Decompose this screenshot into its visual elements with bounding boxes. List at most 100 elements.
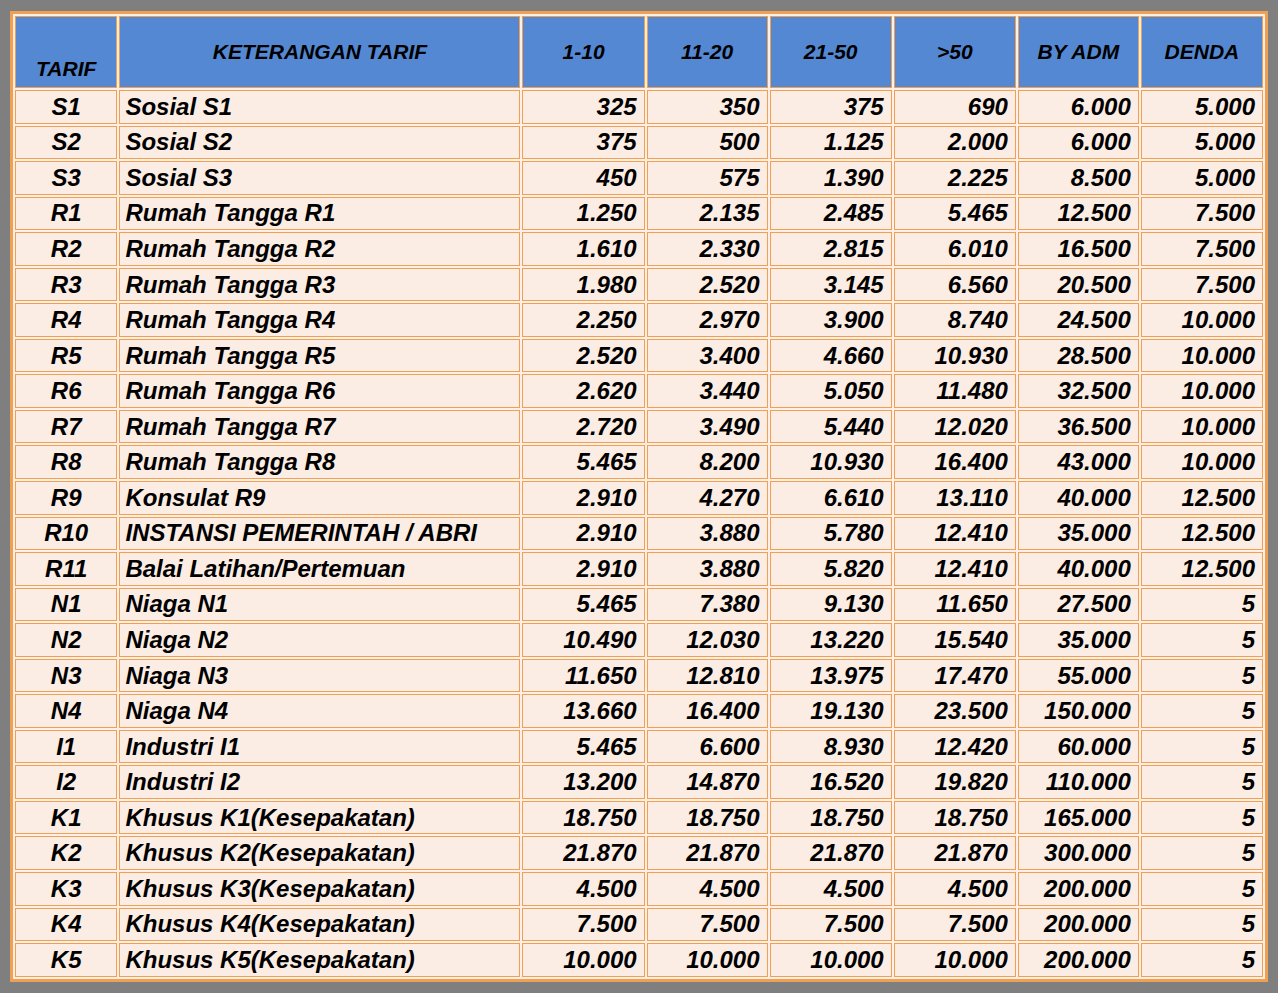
cell-blok-11-20: 7.380	[647, 588, 768, 622]
cell-blok-11-20: 500	[647, 126, 768, 160]
cell-denda: 5	[1141, 943, 1263, 977]
table-body: S1Sosial S13253503756906.0005.000S2Sosia…	[15, 90, 1263, 977]
cell-blok-1-10: 21.870	[522, 836, 644, 870]
cell-denda: 5	[1141, 694, 1263, 728]
cell-denda: 5	[1141, 872, 1263, 906]
table-row: R9Konsulat R92.9104.2706.61013.11040.000…	[15, 481, 1263, 515]
cell-tarif-code: N2	[15, 623, 117, 657]
cell-tarif-code: R1	[15, 197, 117, 231]
cell-blok-11-20: 3.490	[647, 410, 768, 444]
cell-denda: 7.500	[1141, 268, 1263, 302]
cell-blok-11-20: 10.000	[647, 943, 768, 977]
table-row: R7Rumah Tangga R72.7203.4905.44012.02036…	[15, 410, 1263, 444]
cell-tarif-code: S1	[15, 90, 117, 124]
cell-blok-1-10: 10.000	[522, 943, 644, 977]
cell-by-adm: 20.500	[1018, 268, 1139, 302]
cell-keterangan: Rumah Tangga R2	[119, 232, 520, 266]
cell-denda: 10.000	[1141, 374, 1263, 408]
cell-blok-11-20: 14.870	[647, 765, 768, 799]
cell-blok-gt50: 17.470	[894, 659, 1016, 693]
cell-by-adm: 16.500	[1018, 232, 1139, 266]
cell-tarif-code: R4	[15, 303, 117, 337]
cell-denda: 10.000	[1141, 303, 1263, 337]
cell-blok-21-50: 13.220	[770, 623, 892, 657]
cell-blok-1-10: 2.620	[522, 374, 644, 408]
cell-blok-1-10: 5.465	[522, 445, 644, 479]
cell-keterangan: Rumah Tangga R7	[119, 410, 520, 444]
cell-by-adm: 6.000	[1018, 126, 1139, 160]
table-row: S2Sosial S23755001.1252.0006.0005.000	[15, 126, 1263, 160]
cell-blok-21-50: 21.870	[770, 836, 892, 870]
cell-tarif-code: R6	[15, 374, 117, 408]
table-row: K4Khusus K4(Kesepakatan)7.5007.5007.5007…	[15, 908, 1263, 942]
table-row: S1Sosial S13253503756906.0005.000	[15, 90, 1263, 124]
cell-by-adm: 12.500	[1018, 197, 1139, 231]
cell-blok-21-50: 5.780	[770, 517, 892, 551]
cell-denda: 5.000	[1141, 126, 1263, 160]
table-header: TARIF KETERANGAN TARIF 1-10 11-20 21-50 …	[15, 16, 1263, 88]
cell-tarif-code: R8	[15, 445, 117, 479]
cell-keterangan: Industri I2	[119, 765, 520, 799]
cell-keterangan: Niaga N2	[119, 623, 520, 657]
cell-denda: 5	[1141, 765, 1263, 799]
cell-blok-1-10: 1.980	[522, 268, 644, 302]
table-row: R5Rumah Tangga R52.5203.4004.66010.93028…	[15, 339, 1263, 373]
cell-denda: 7.500	[1141, 197, 1263, 231]
cell-keterangan: Sosial S2	[119, 126, 520, 160]
table-row: N4Niaga N413.66016.40019.13023.500150.00…	[15, 694, 1263, 728]
cell-blok-gt50: 6.560	[894, 268, 1016, 302]
cell-blok-21-50: 4.660	[770, 339, 892, 373]
cell-blok-11-20: 6.600	[647, 730, 768, 764]
cell-denda: 5	[1141, 730, 1263, 764]
cell-blok-gt50: 7.500	[894, 908, 1016, 942]
cell-blok-11-20: 2.135	[647, 197, 768, 231]
cell-blok-gt50: 2.225	[894, 161, 1016, 195]
cell-keterangan: Khusus K2(Kesepakatan)	[119, 836, 520, 870]
cell-tarif-code: S3	[15, 161, 117, 195]
cell-blok-gt50: 11.650	[894, 588, 1016, 622]
cell-tarif-code: N1	[15, 588, 117, 622]
cell-blok-1-10: 2.720	[522, 410, 644, 444]
cell-blok-21-50: 5.820	[770, 552, 892, 586]
cell-by-adm: 200.000	[1018, 872, 1139, 906]
cell-keterangan: Industri I1	[119, 730, 520, 764]
cell-tarif-code: K2	[15, 836, 117, 870]
cell-tarif-code: K4	[15, 908, 117, 942]
cell-blok-21-50: 2.485	[770, 197, 892, 231]
cell-by-adm: 200.000	[1018, 943, 1139, 977]
cell-blok-11-20: 575	[647, 161, 768, 195]
cell-denda: 5	[1141, 659, 1263, 693]
table-row: I2Industri I213.20014.87016.52019.820110…	[15, 765, 1263, 799]
cell-tarif-code: I2	[15, 765, 117, 799]
cell-blok-gt50: 12.020	[894, 410, 1016, 444]
cell-blok-21-50: 9.130	[770, 588, 892, 622]
column-header-1-10: 1-10	[522, 16, 644, 88]
cell-by-adm: 40.000	[1018, 552, 1139, 586]
cell-tarif-code: I1	[15, 730, 117, 764]
cell-denda: 5.000	[1141, 90, 1263, 124]
cell-denda: 5.000	[1141, 161, 1263, 195]
cell-blok-1-10: 5.465	[522, 588, 644, 622]
cell-tarif-code: R5	[15, 339, 117, 373]
cell-denda: 10.000	[1141, 410, 1263, 444]
cell-blok-21-50: 2.815	[770, 232, 892, 266]
cell-tarif-code: R2	[15, 232, 117, 266]
table-row: R1Rumah Tangga R11.2502.1352.4855.46512.…	[15, 197, 1263, 231]
cell-tarif-code: R10	[15, 517, 117, 551]
cell-keterangan: Niaga N1	[119, 588, 520, 622]
cell-blok-gt50: 4.500	[894, 872, 1016, 906]
cell-keterangan: INSTANSI PEMERINTAH / ABRI	[119, 517, 520, 551]
cell-blok-1-10: 450	[522, 161, 644, 195]
cell-blok-gt50: 19.820	[894, 765, 1016, 799]
table-row: K5Khusus K5(Kesepakatan)10.00010.00010.0…	[15, 943, 1263, 977]
cell-keterangan: Sosial S3	[119, 161, 520, 195]
cell-blok-gt50: 13.110	[894, 481, 1016, 515]
cell-blok-1-10: 2.910	[522, 552, 644, 586]
table-row: R4Rumah Tangga R42.2502.9703.9008.74024.…	[15, 303, 1263, 337]
cell-denda: 5	[1141, 623, 1263, 657]
cell-blok-1-10: 2.250	[522, 303, 644, 337]
cell-blok-gt50: 2.000	[894, 126, 1016, 160]
cell-denda: 12.500	[1141, 517, 1263, 551]
cell-blok-21-50: 4.500	[770, 872, 892, 906]
cell-denda: 7.500	[1141, 232, 1263, 266]
